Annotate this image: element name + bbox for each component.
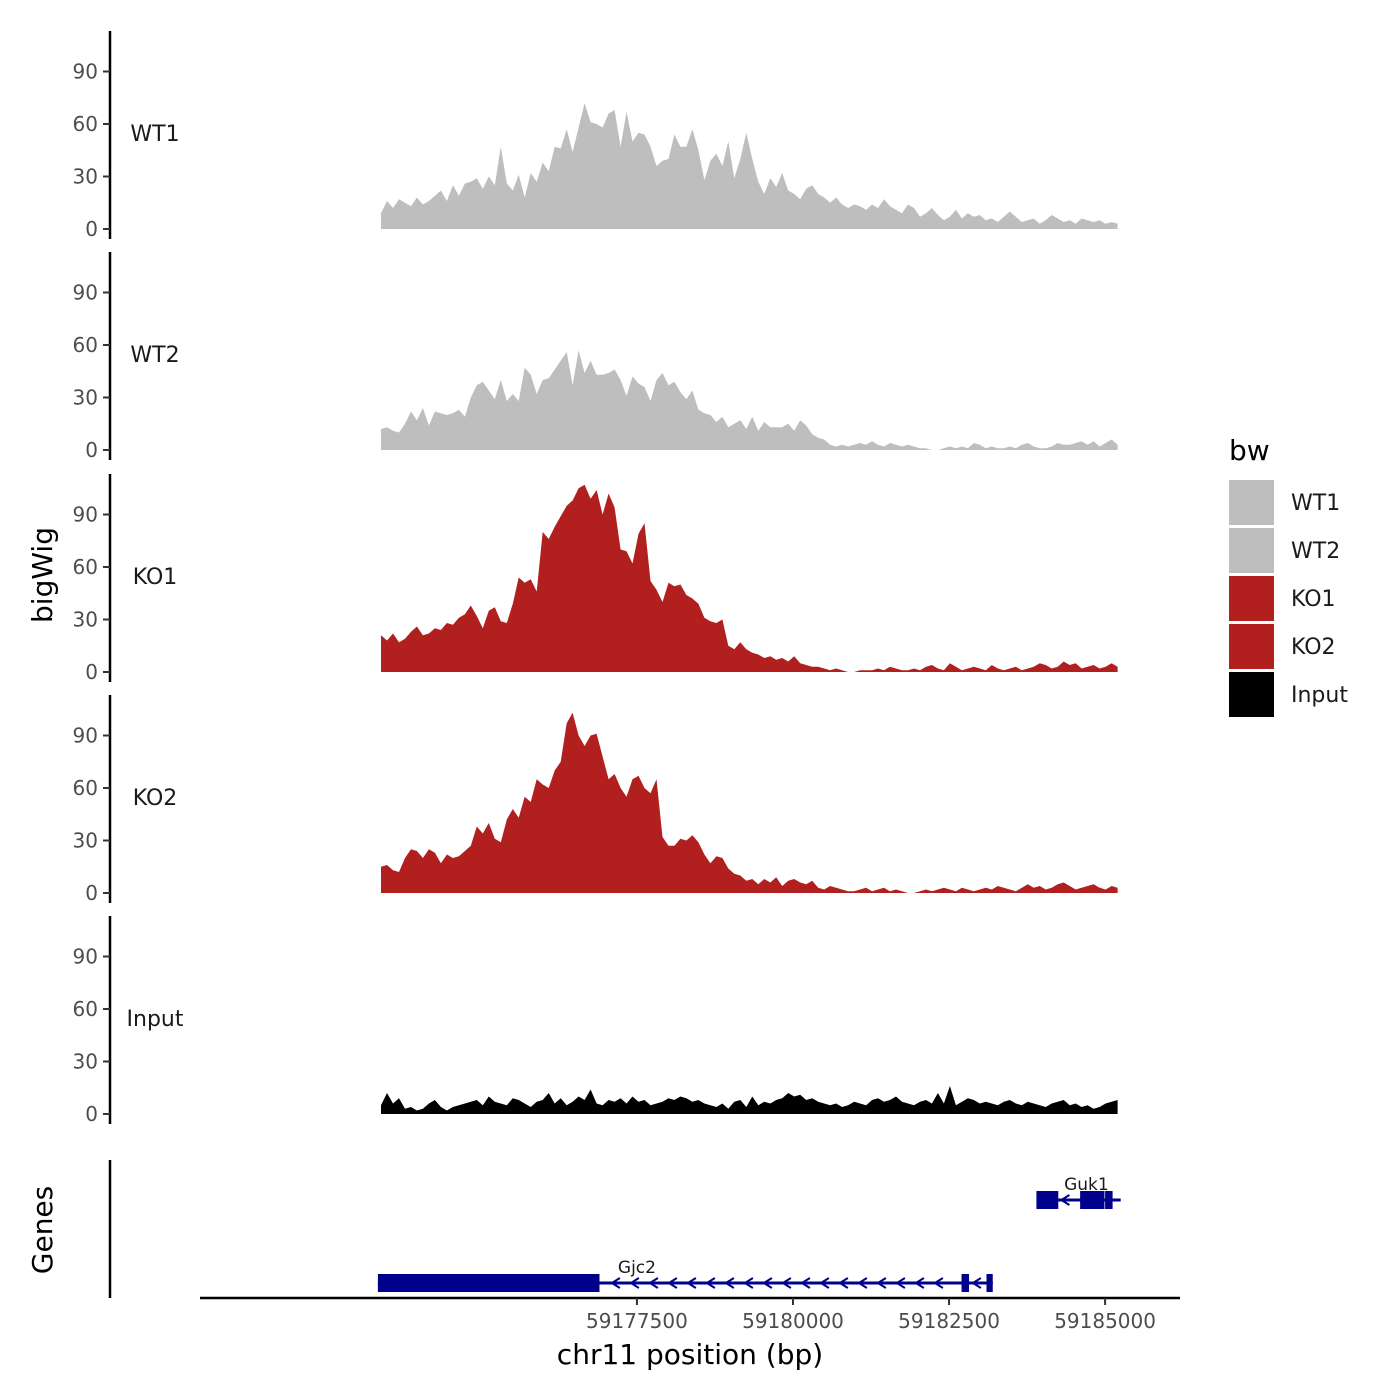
genes-layer: Guk1 Gjc2 (108, 1160, 1121, 1298)
strand-chevron (895, 1277, 906, 1289)
y-tick-label: 30 (73, 165, 98, 189)
legend-swatch (1229, 624, 1274, 669)
y-tick-label: 0 (85, 438, 98, 462)
tracks-layer: 0 30 60 90 WT1 0 30 60 90 WT2 0 30 60 90 KO1 0 30 60 90 KO2… (73, 31, 1118, 1126)
legend-swatch (1229, 576, 1274, 621)
track-wt2: 0 30 60 90 WT2 (73, 252, 1118, 462)
genes-axis-title: Genes (26, 1186, 59, 1274)
y-tick-label: 60 (73, 776, 98, 800)
gene-label: Guk1 (1064, 1175, 1109, 1195)
strand-chevron (686, 1277, 697, 1289)
area-wt2 (381, 350, 1118, 450)
y-tick-label: 30 (73, 386, 98, 410)
x-tick-label: 59180000 (742, 1309, 844, 1333)
track-label: KO1 (133, 565, 178, 590)
track-ko1: 0 30 60 90 KO1 (73, 474, 1118, 684)
strand-chevron (762, 1277, 773, 1289)
y-tick-label: 60 (73, 333, 98, 357)
track-label: WT1 (130, 122, 179, 147)
y-tick-label: 30 (73, 608, 98, 632)
legend-label: WT1 (1291, 491, 1340, 516)
legend-label: KO2 (1291, 635, 1336, 660)
y-tick-label: 0 (85, 660, 98, 684)
track-ko2: 0 30 60 90 KO2 (73, 695, 1118, 905)
y-tick-label: 90 (73, 281, 98, 305)
legend-item: Input (1229, 672, 1348, 717)
y-tick-label: 30 (73, 829, 98, 853)
y-tick-label: 90 (73, 60, 98, 84)
y-tick-label: 60 (73, 555, 98, 579)
x-tick-label: 59182500 (898, 1309, 1000, 1333)
strand-chevron (914, 1277, 925, 1289)
gene-exon (1080, 1191, 1105, 1209)
x-tick-label: 59177500 (586, 1309, 688, 1333)
strand-chevron (1059, 1194, 1070, 1206)
x-axis-title: chr11 position (bp) (557, 1338, 823, 1371)
strand-chevron (705, 1277, 716, 1289)
strand-chevron (743, 1277, 754, 1289)
y-tick-label: 60 (73, 997, 98, 1021)
gene-exon (377, 1274, 600, 1292)
gene-exon (961, 1274, 970, 1292)
strand-chevron (629, 1277, 640, 1289)
strand-chevron (971, 1277, 982, 1289)
legend-item: KO2 (1229, 624, 1336, 669)
strand-chevron (819, 1277, 830, 1289)
legend-swatch (1229, 528, 1274, 573)
legend-title: bw (1229, 434, 1270, 467)
legend: bw WT1 WT2 KO1 KO2 Input (1229, 434, 1348, 717)
strand-chevron (876, 1277, 887, 1289)
y-tick-label: 0 (85, 1102, 98, 1126)
gene-guk1: Guk1 (1036, 1175, 1121, 1209)
strand-chevron (838, 1277, 849, 1289)
legend-item: WT2 (1229, 528, 1340, 573)
legend-swatch (1229, 480, 1274, 525)
area-input (381, 1086, 1118, 1114)
strand-chevron (648, 1277, 659, 1289)
gene-exon (1036, 1191, 1059, 1209)
legend-label: KO1 (1291, 587, 1336, 612)
gene-exon (986, 1274, 993, 1292)
legend-item: WT1 (1229, 480, 1340, 525)
strand-chevron (933, 1277, 944, 1289)
x-tick-label: 59185000 (1054, 1309, 1156, 1333)
y-tick-label: 0 (85, 217, 98, 241)
y-tick-label: 0 (85, 881, 98, 905)
track-label: Input (127, 1007, 184, 1032)
strand-chevron (800, 1277, 811, 1289)
strand-chevron (724, 1277, 735, 1289)
strand-chevron (857, 1277, 868, 1289)
y-axis-title: bigWig (26, 527, 59, 623)
legend-label: Input (1291, 683, 1348, 708)
area-wt1 (381, 103, 1118, 229)
x-axis: 59177500 59180000 59182500 59185000 (200, 1296, 1180, 1333)
legend-label: WT2 (1291, 539, 1340, 564)
strand-chevron (667, 1277, 678, 1289)
y-tick-label: 90 (73, 503, 98, 527)
y-tick-label: 90 (73, 724, 98, 748)
y-tick-label: 30 (73, 1050, 98, 1074)
y-tick-label: 60 (73, 112, 98, 136)
area-ko2 (381, 712, 1118, 893)
area-ko1 (381, 484, 1118, 672)
gene-gjc2: Gjc2 (377, 1258, 993, 1292)
y-tick-label: 90 (73, 945, 98, 969)
gene-exon (1105, 1191, 1113, 1209)
legend-item: KO1 (1229, 576, 1336, 621)
track-wt1: 0 30 60 90 WT1 (73, 31, 1118, 241)
legend-swatch (1229, 672, 1274, 717)
gene-label: Gjc2 (618, 1258, 656, 1278)
track-label: WT2 (130, 343, 179, 368)
track-label: KO2 (133, 786, 178, 811)
track-input: 0 30 60 90 Input (73, 916, 1118, 1126)
strand-chevron (610, 1277, 621, 1289)
strand-chevron (781, 1277, 792, 1289)
